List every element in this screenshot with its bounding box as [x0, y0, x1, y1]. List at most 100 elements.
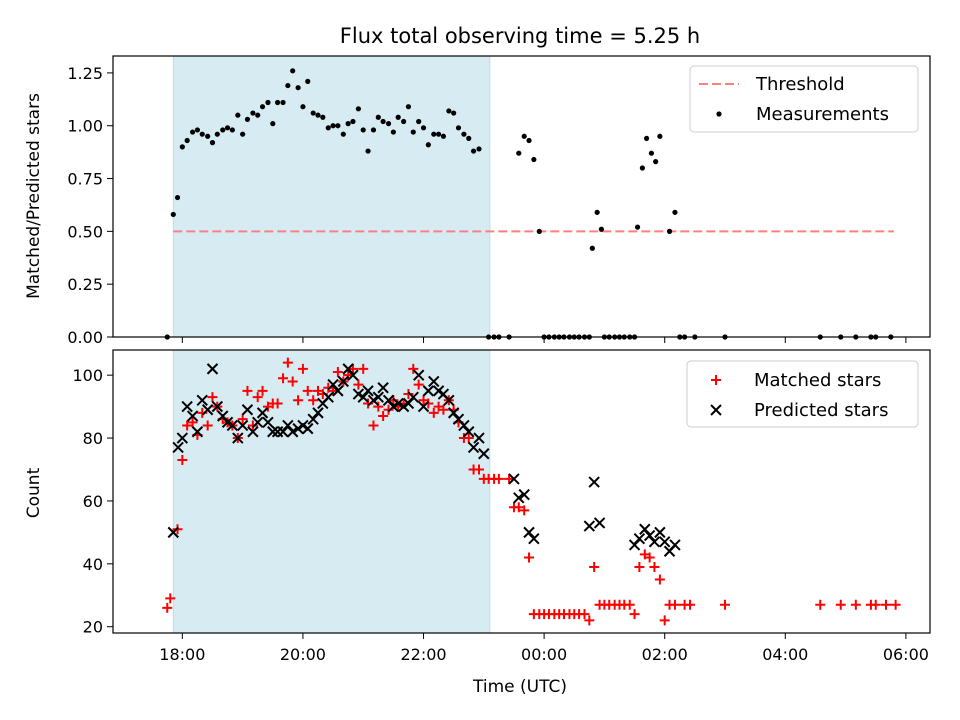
measurement-point — [461, 131, 467, 137]
matched-star-point — [165, 593, 176, 604]
predicted-star-point — [206, 363, 219, 375]
matched-star-point — [589, 561, 600, 572]
matched-star-point — [162, 602, 173, 613]
matched-star-point — [383, 404, 394, 415]
measurement-point — [598, 226, 604, 232]
predicted-star-point — [428, 375, 440, 388]
predicted-star-point — [643, 529, 656, 542]
predicted-star-point — [236, 419, 249, 432]
predicted-star-point — [417, 400, 430, 413]
measurement-point — [516, 150, 522, 156]
measurement-point — [531, 156, 537, 163]
measurement-point — [184, 137, 190, 144]
predicted-star-point — [654, 526, 666, 539]
measurement-point — [315, 112, 321, 118]
matched-star-point — [413, 379, 424, 390]
y-tick-label: 40 — [83, 555, 103, 574]
measurement-point — [345, 121, 351, 127]
measurement-point — [174, 194, 181, 201]
measurement-point — [310, 110, 316, 116]
measurement-point — [330, 123, 336, 129]
matched-star-point — [332, 367, 343, 378]
matched-star-point — [659, 615, 670, 626]
observing-window-span — [172, 349, 491, 634]
predicted-star-point — [226, 419, 239, 432]
x-tick-label: 04:00 — [762, 645, 808, 664]
y-tick-label: 60 — [83, 492, 103, 511]
predicted-star-point — [211, 400, 224, 413]
predicted-star-point — [196, 394, 208, 407]
predicted-star-point — [443, 394, 455, 407]
measurement-point — [416, 118, 422, 125]
predicted-star-point — [412, 369, 425, 381]
predicted-star-point — [458, 419, 470, 432]
predicted-star-point — [518, 488, 530, 501]
matched-star-point — [247, 420, 258, 431]
predicted-star-point — [267, 426, 279, 438]
measurement-point — [420, 125, 427, 131]
measurement-point — [395, 114, 401, 120]
x-axis-label: Time (UTC) — [472, 677, 567, 697]
matched-star-point — [177, 455, 188, 466]
measurement-point — [385, 121, 392, 127]
matched-star-point — [207, 392, 218, 403]
measurement-point — [466, 135, 472, 141]
matched-star-point — [880, 599, 891, 610]
matched-star-point — [278, 373, 289, 384]
y-tick-label: 0.00 — [67, 328, 103, 347]
matched-star-point — [358, 363, 369, 374]
legend: Threshold Measurements — [689, 65, 919, 133]
matched-star-point — [328, 385, 339, 396]
legend-predicted-swatch — [710, 404, 722, 416]
measurement-point — [666, 228, 673, 234]
measurement-point — [305, 78, 311, 84]
measurement-point — [526, 137, 532, 144]
matched-star-point — [669, 599, 680, 610]
x-tick-label: 22:00 — [400, 645, 446, 664]
predicted-star-point — [478, 448, 490, 460]
matched-star-point — [579, 609, 590, 620]
x-tick-label: 06:00 — [883, 645, 929, 664]
measurement-point — [594, 209, 600, 215]
matched-star-point — [629, 609, 640, 620]
measurement-point — [350, 118, 356, 125]
matched-star-point — [343, 370, 354, 381]
predicted-star-point — [473, 432, 485, 444]
predicted-star-point — [422, 385, 435, 397]
legend-measurements-swatch — [716, 111, 722, 117]
predicted-star-point — [327, 378, 339, 391]
matched-star-point — [513, 502, 524, 513]
predicted-star-point — [256, 407, 269, 419]
measurement-point — [280, 99, 286, 106]
predicted-star-point — [513, 492, 525, 504]
predicted-star-point — [277, 426, 289, 438]
predicted-star-point — [407, 391, 419, 403]
predicted-star-point — [583, 520, 596, 532]
predicted-star-point — [302, 422, 314, 435]
predicted-star-point — [628, 539, 641, 551]
x-tick-label: 00:00 — [521, 645, 567, 664]
measurement-point — [653, 159, 659, 165]
predicted-star-point — [312, 407, 324, 419]
matched-star-point — [182, 420, 193, 431]
predicted-star-point — [337, 375, 350, 388]
measurement-point — [589, 245, 595, 251]
matched-star-point — [378, 411, 389, 422]
measurement-point — [401, 118, 407, 125]
measurement-point — [300, 104, 306, 110]
matched-star-point — [890, 599, 901, 610]
measurement-point — [634, 224, 641, 230]
predicted-star-point — [658, 536, 671, 548]
measurement-point — [255, 112, 261, 118]
matched-star-point — [282, 357, 293, 368]
observing-window-span — [172, 55, 491, 338]
measurement-point — [189, 129, 196, 135]
matched-star-point — [308, 395, 319, 406]
matched-star-point — [584, 615, 595, 626]
measurement-point — [295, 85, 301, 91]
matched-star-point — [293, 395, 304, 406]
predicted-star-point — [286, 426, 299, 438]
matched-star-point — [237, 414, 248, 425]
matched-star-point — [835, 599, 846, 610]
matched-star-point — [242, 385, 253, 396]
